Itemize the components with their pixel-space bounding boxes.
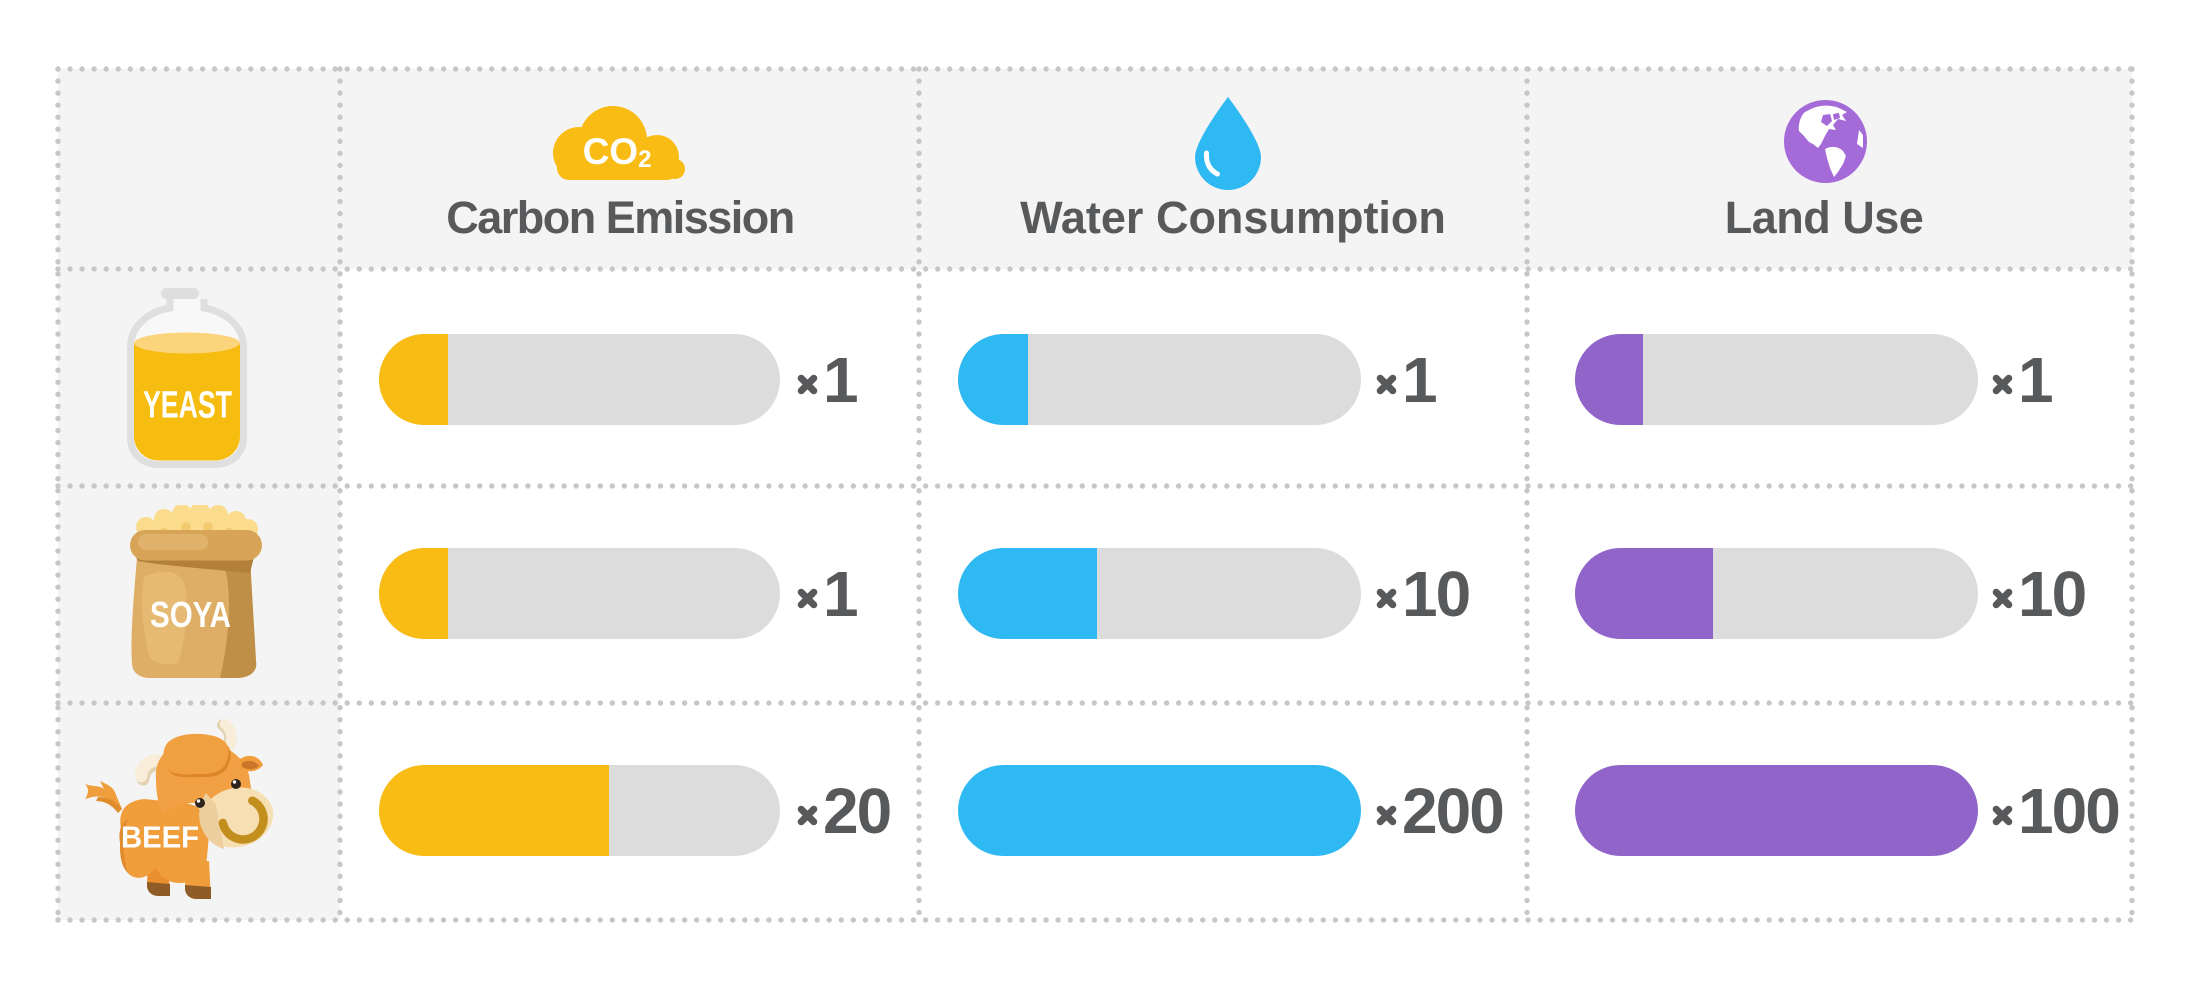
svg-text:YEAST: YEAST [143,385,232,427]
svg-text:SOYA: SOYA [150,594,231,635]
svg-text:BEEF: BEEF [121,820,199,855]
